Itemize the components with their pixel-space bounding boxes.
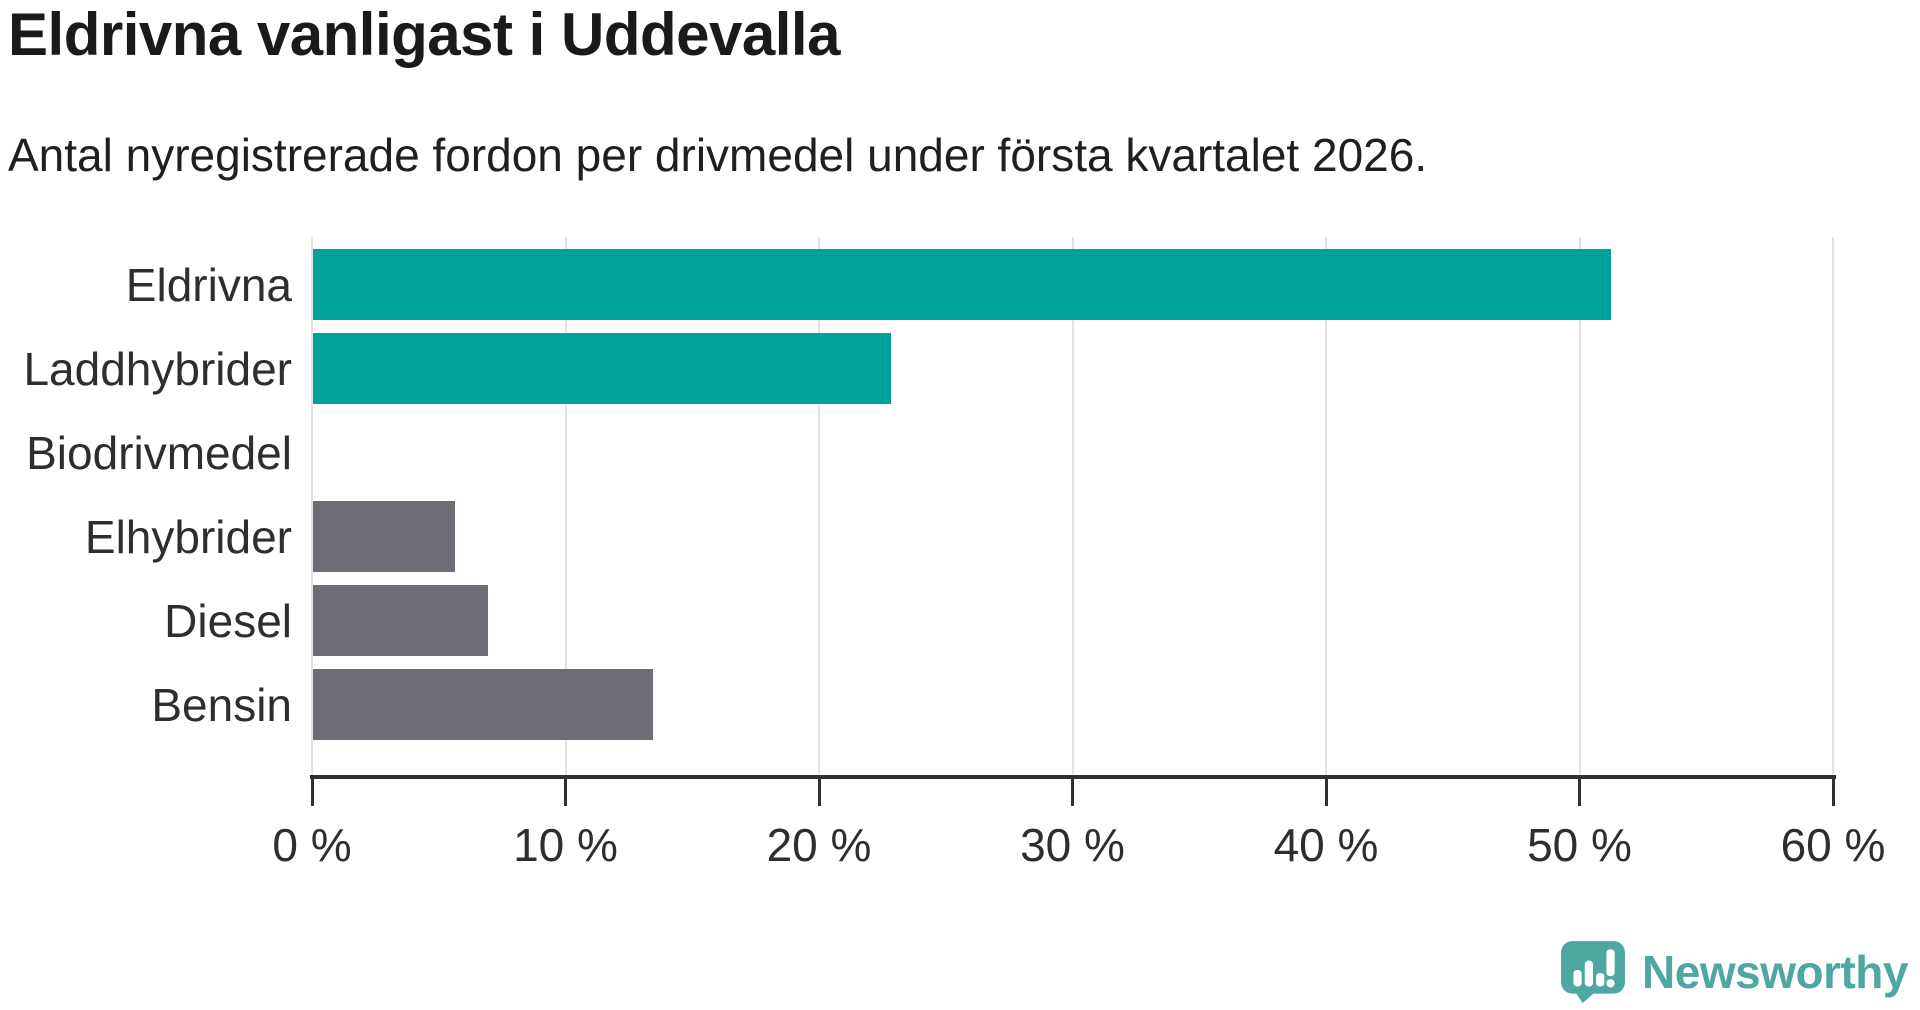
gridline-0	[311, 237, 313, 775]
gridline-40	[1325, 237, 1327, 775]
gridline-20	[818, 237, 820, 775]
x-axis-tick-label-20: 20 %	[766, 819, 872, 871]
bar-elhybrider	[313, 501, 455, 572]
category-label-diesel: Diesel	[164, 594, 292, 647]
gridline-50	[1578, 237, 1581, 775]
x-axis-tick-20	[817, 775, 821, 806]
x-axis-tick-label-40: 40 %	[1273, 819, 1379, 871]
bar-eldrivna	[313, 249, 1611, 320]
x-axis-tick-label-0: 0 %	[272, 819, 352, 871]
newsworthy-logo-text: Newsworthy	[1642, 946, 1908, 998]
bar-diesel	[313, 585, 488, 656]
x-axis-tick-label-30: 30 %	[1020, 819, 1125, 871]
x-axis-tick-50	[1578, 775, 1581, 806]
newsworthy-logo: Newsworthy	[1560, 940, 1908, 1004]
x-axis-tick-label-50: 50 %	[1527, 819, 1632, 871]
category-label-biodrivmedel: Biodrivmedel	[26, 426, 292, 479]
x-axis-tick-10	[564, 775, 567, 806]
category-label-laddhybrider: Laddhybrider	[23, 342, 292, 395]
x-axis-tick-label-10: 10 %	[513, 819, 618, 871]
gridline-10	[564, 237, 567, 775]
x-axis-tick-60	[1831, 775, 1835, 806]
gridline-30	[1071, 237, 1074, 775]
bar-bensin	[313, 669, 653, 740]
gridline-60	[1832, 237, 1834, 775]
newsworthy-speech-bubble-bar-chart-icon	[1560, 940, 1626, 1004]
category-label-eldrivna: Eldrivna	[125, 258, 292, 311]
category-label-elhybrider: Elhybrider	[84, 510, 292, 563]
category-label-bensin: Bensin	[151, 678, 292, 731]
x-axis-tick-0	[310, 775, 314, 806]
bar-laddhybrider	[313, 333, 891, 404]
chart-title: Eldrivna vanligast i Uddevalla	[8, 1, 840, 68]
x-axis-tick-30	[1071, 775, 1074, 806]
chart-subtitle: Antal nyregistrerade fordon per drivmede…	[8, 129, 1428, 181]
x-axis-tick-40	[1324, 775, 1328, 806]
x-axis-tick-label-60: 60 %	[1780, 819, 1886, 871]
